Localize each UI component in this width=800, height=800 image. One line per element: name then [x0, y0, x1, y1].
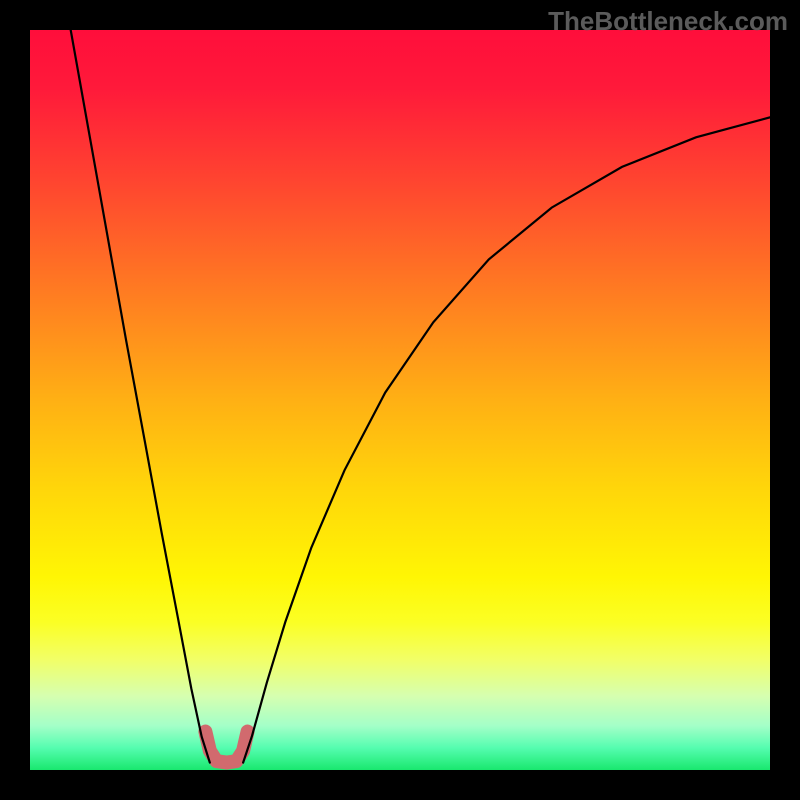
watermark-text: TheBottleneck.com — [548, 6, 788, 37]
plot-svg — [30, 30, 770, 770]
plot-background — [30, 30, 770, 770]
plot-area — [30, 30, 770, 770]
